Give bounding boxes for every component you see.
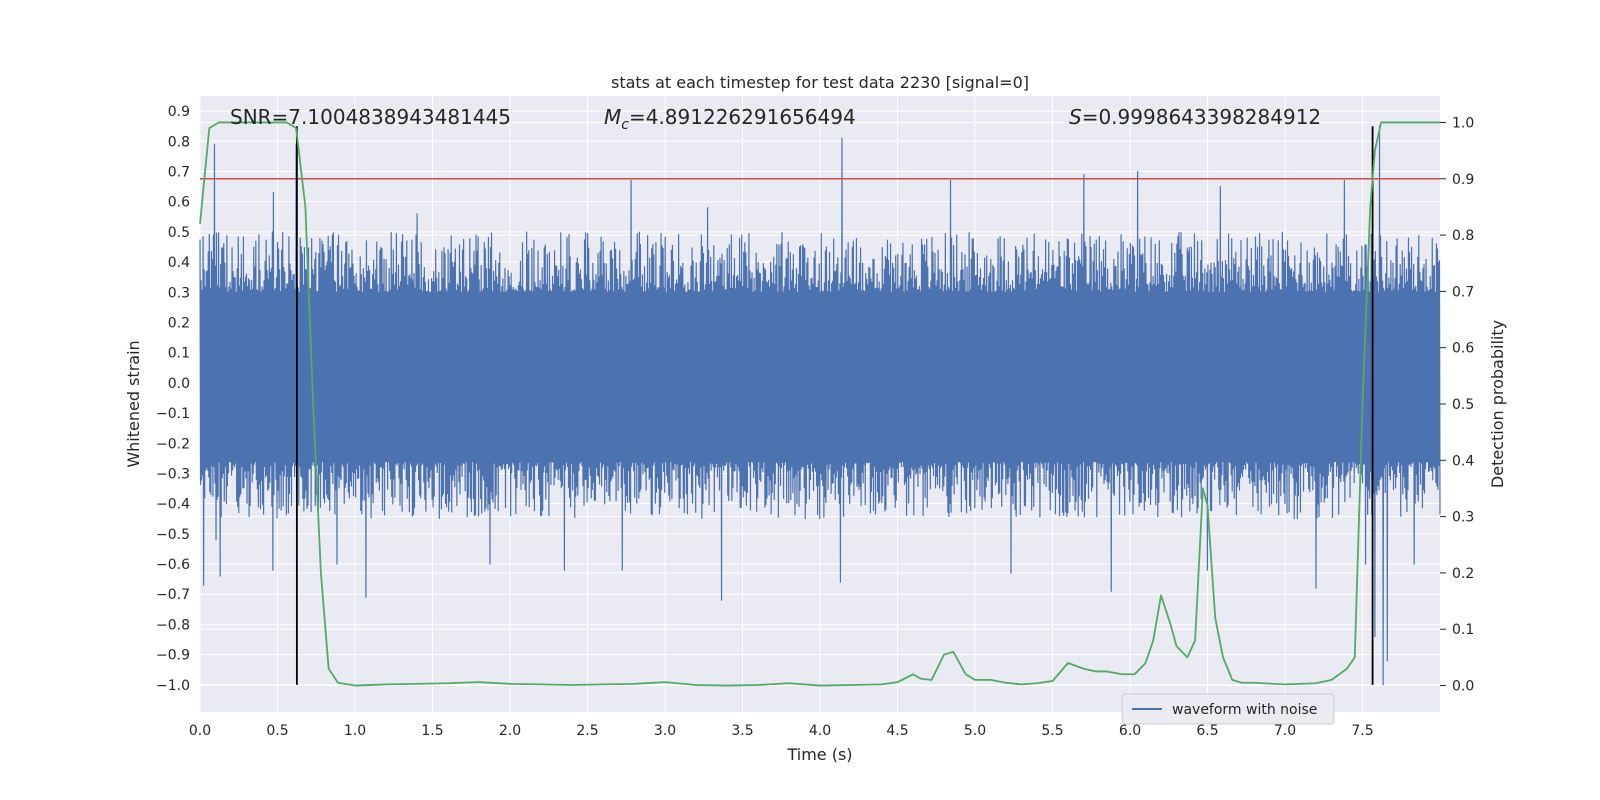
y-tick-label: −0.5 (156, 527, 190, 543)
y2-tick-label: 0.1 (1452, 622, 1474, 638)
x-tick-label: 7.5 (1351, 723, 1373, 739)
s-value: =0.9998643398284912 (1082, 105, 1321, 129)
y-tick-label: 0.6 (168, 195, 190, 211)
y-tick-label: 0.4 (168, 255, 190, 271)
x-tick-label: 4.5 (886, 723, 908, 739)
y-tick-label: 0.1 (168, 346, 190, 362)
x-tick-label: 0.5 (266, 723, 288, 739)
x-tick-label: 3.5 (731, 723, 753, 739)
y2-tick-label: 0.9 (1452, 172, 1474, 188)
x-tick-label: 5.5 (1041, 723, 1063, 739)
y-tick-label: −1.0 (156, 678, 190, 694)
s-annotation: S=0.9998643398284912 (1069, 105, 1321, 129)
y-tick-label: 0.7 (168, 164, 190, 180)
chirp-mass-annotation: Mc=4.891226291656494 (604, 105, 856, 133)
y2-axis-label: Detection probability (1488, 320, 1507, 488)
y2-axis-ticks: 1.0 0.9 0.8 0.7 0.6 0.5 0.4 0.3 0.2 0.1 0.0 (1440, 115, 1474, 695)
x-axis-ticks: 0.0 0.5 1.0 1.5 2.0 2.5 3.0 3.5 4.0 4.5 5.0 5.5 6.0 6… (189, 723, 1374, 739)
detection-probability-line (199, 121, 1440, 687)
y-tick-label: 0.8 (168, 134, 190, 150)
x-tick-label: 1.5 (421, 723, 443, 739)
x-tick-label: 0.0 (189, 723, 211, 739)
x-tick-label: 6.0 (1119, 723, 1141, 739)
y2-tick-label: 0.0 (1452, 679, 1474, 695)
snr-annotation: SNR=7.1004838943481445 (230, 105, 511, 129)
y-tick-label: −0.8 (156, 617, 190, 633)
y-tick-label: −0.7 (156, 587, 190, 603)
y-tick-label: −0.4 (156, 497, 190, 513)
y2-tick-label: 0.6 (1452, 341, 1474, 357)
x-tick-label: 2.5 (576, 723, 598, 739)
x-tick-label: 3.0 (654, 723, 676, 739)
y-tick-label: 0.9 (168, 104, 190, 120)
y-tick-label: −0.6 (156, 557, 190, 573)
y2-tick-label: 0.2 (1452, 566, 1474, 582)
y-tick-label: 0.5 (168, 225, 190, 241)
y-tick-label: −0.3 (156, 466, 190, 482)
x-tick-label: 4.0 (809, 723, 831, 739)
y2-tick-label: 0.7 (1452, 284, 1474, 300)
legend: waveform with noise (1121, 693, 1335, 725)
y2-tick-label: 1.0 (1452, 115, 1474, 131)
x-tick-label: 7.0 (1274, 723, 1296, 739)
s-symbol: S (1069, 105, 1082, 129)
overlays (199, 121, 1440, 687)
y2-tick-label: 0.3 (1452, 510, 1474, 526)
y-tick-label: 0.0 (168, 376, 190, 392)
x-axis-label: Time (s) (786, 745, 852, 764)
x-tick-label: 1.0 (344, 723, 366, 739)
x-tick-label: 6.5 (1196, 723, 1218, 739)
chirp-mass-subscript: c (621, 117, 629, 133)
waveform-line (199, 125, 1441, 686)
y-axis-ticks: 0.9 0.8 0.7 0.6 0.5 0.4 0.3 0.2 0.1 0.0 −0.1 −0.2 −0… (156, 104, 190, 694)
y-tick-label: 0.3 (168, 285, 190, 301)
y-tick-label: −0.1 (156, 406, 190, 422)
chirp-mass-symbol: M (604, 105, 621, 129)
y2-tick-label: 0.5 (1452, 397, 1474, 413)
y-tick-label: 0.2 (168, 315, 190, 331)
chirp-mass-value: =4.891226291656494 (629, 105, 856, 129)
legend-text-waveform: waveform with noise (1172, 702, 1317, 718)
legend-box (1121, 693, 1335, 725)
x-tick-label: 5.0 (964, 723, 986, 739)
y-tick-label: −0.9 (156, 648, 190, 664)
y2-tick-label: 0.4 (1452, 453, 1474, 469)
y2-tick-label: 0.8 (1452, 228, 1474, 244)
x-tick-label: 2.0 (499, 723, 521, 739)
chart-title: stats at each timestep for test data 223… (611, 73, 1029, 92)
y-tick-label: −0.2 (156, 436, 190, 452)
waveform-series (199, 125, 1441, 686)
y-axis-label: Whitened strain (124, 340, 143, 467)
